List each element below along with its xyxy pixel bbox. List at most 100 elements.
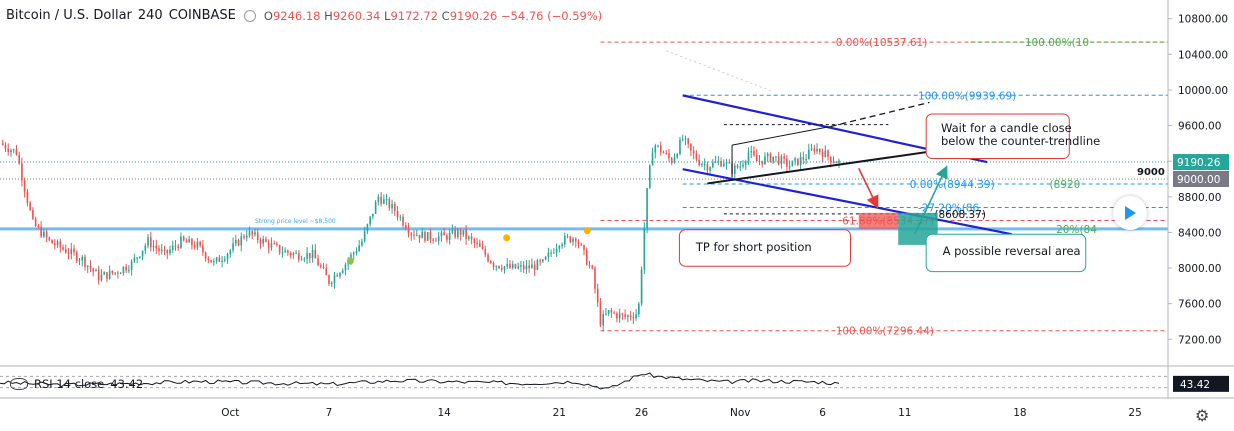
candle-body — [40, 226, 42, 237]
candle-body — [459, 230, 462, 235]
candle-body — [607, 310, 610, 314]
candle-body — [742, 164, 744, 167]
candle-body — [10, 150, 12, 152]
candle-body — [319, 265, 322, 267]
candle-body — [350, 254, 352, 261]
candle-body — [95, 270, 97, 272]
candle-body — [7, 148, 10, 152]
candle-body — [100, 274, 103, 281]
strong-level-label: Strong price level ~$8,500 — [255, 218, 336, 225]
candle-body — [629, 315, 632, 318]
tp-box-label: TP for short position — [695, 240, 812, 254]
play-icon — [1125, 206, 1136, 220]
y-tick-label: 8000.00 — [1178, 263, 1221, 275]
candle-body — [484, 248, 487, 255]
play-button[interactable] — [1113, 196, 1147, 230]
candle-body — [70, 248, 73, 254]
candle-body — [259, 239, 262, 244]
candle-body — [355, 251, 358, 253]
level-badge-text: 9000.00 — [1177, 174, 1220, 186]
candle-body — [610, 310, 613, 313]
candle-body — [78, 260, 81, 262]
candle-body — [744, 161, 747, 165]
candle-body — [224, 259, 226, 261]
candle-body — [103, 272, 106, 275]
candle-body — [396, 211, 399, 218]
candle-body — [561, 244, 563, 247]
candle-body — [698, 159, 700, 166]
candle-body — [665, 152, 668, 154]
candle-body — [542, 259, 544, 262]
candle-body — [210, 260, 212, 263]
candle-body — [339, 273, 341, 277]
rsi-pane: 43.42 — [0, 372, 1229, 392]
candle-body — [585, 250, 588, 265]
candle-body — [563, 235, 566, 245]
candle-body — [333, 275, 336, 283]
candle-body — [160, 249, 163, 252]
candle-body — [736, 165, 739, 168]
signal-dot — [583, 227, 591, 235]
candle-body — [325, 268, 328, 276]
eye-icon[interactable] — [10, 378, 28, 390]
candle-body — [627, 315, 629, 317]
candle-body — [717, 161, 720, 163]
candle-body — [462, 230, 465, 235]
signal-dot — [503, 234, 511, 242]
candle-body — [503, 266, 506, 270]
counter-trendline — [707, 149, 938, 185]
candle-body — [437, 236, 440, 241]
tp-zone — [858, 212, 899, 229]
wait-box-line1: Wait for a candle close — [941, 121, 1072, 135]
candle-body — [498, 265, 500, 269]
status-dot-icon — [243, 9, 256, 22]
candle-body — [470, 236, 473, 240]
candle-body — [583, 245, 585, 251]
candle-body — [182, 236, 185, 241]
candle-body — [380, 196, 382, 204]
candle-body — [506, 263, 509, 267]
candle-body — [465, 230, 467, 239]
rsi-badge — [1173, 375, 1229, 392]
candle-body — [684, 138, 687, 140]
candle-body — [56, 241, 59, 246]
rsi-header[interactable]: RSI 14 close 43.42 — [10, 377, 143, 391]
candle-body — [388, 198, 391, 209]
candle-body — [97, 270, 100, 281]
candle-body — [114, 272, 116, 274]
gear-icon[interactable]: ⚙ — [1195, 406, 1210, 425]
candle-body — [64, 249, 67, 253]
candle-body — [769, 153, 772, 162]
symbol-name[interactable]: Bitcoin / U.S. Dollar — [6, 8, 132, 23]
candle-body — [824, 150, 827, 158]
candle-body — [635, 314, 637, 319]
candle-body — [73, 248, 75, 253]
tp-box — [678, 229, 852, 267]
x-tick-label: 14 — [437, 407, 451, 419]
candle-body — [511, 264, 514, 269]
candle-body — [432, 239, 435, 241]
y-tick-label: 8400.00 — [1178, 227, 1221, 239]
candle-body — [125, 266, 127, 271]
candle-body — [147, 237, 149, 246]
candle-body — [374, 202, 377, 214]
candle-body — [679, 139, 681, 155]
candle-body — [797, 158, 799, 166]
candle-body — [262, 238, 265, 244]
candle-body — [393, 203, 396, 212]
candle-body — [15, 149, 18, 155]
candle-body — [149, 237, 152, 248]
candle-body — [580, 244, 583, 246]
candle-body — [415, 234, 418, 236]
interval[interactable]: 240 — [137, 8, 163, 23]
candle-body — [758, 160, 761, 162]
candle-body — [780, 156, 783, 165]
candle-body — [709, 167, 711, 171]
candle-body — [180, 236, 182, 248]
candle-body — [424, 231, 426, 241]
candle-body — [404, 225, 407, 230]
candle-body — [747, 152, 750, 162]
candle-body — [122, 266, 125, 274]
candle-body — [616, 313, 618, 319]
